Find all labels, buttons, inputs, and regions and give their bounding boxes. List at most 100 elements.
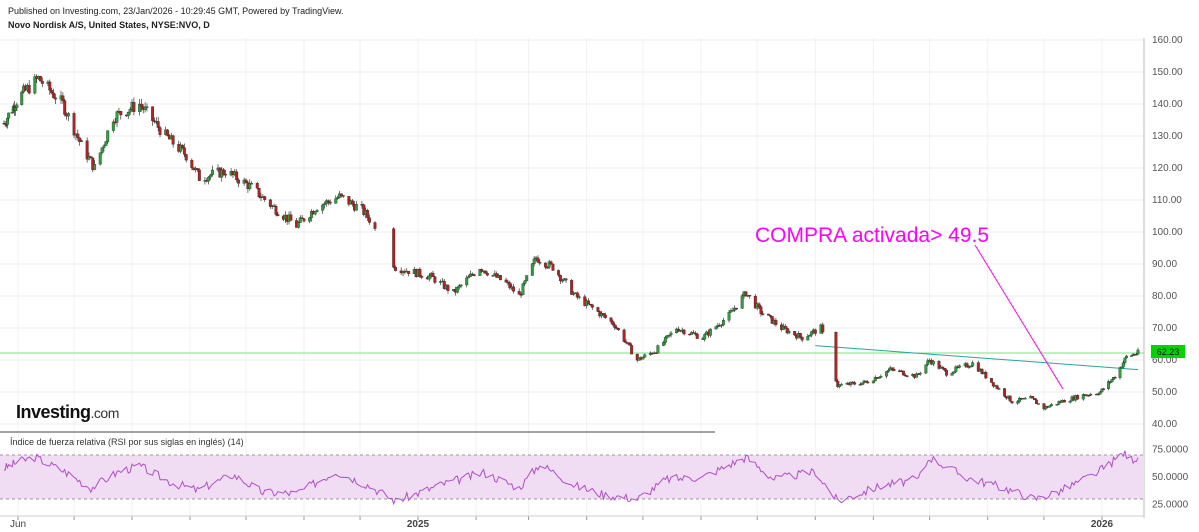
candle-body xyxy=(244,179,248,183)
candle-body xyxy=(33,76,37,94)
candle-body xyxy=(210,169,214,176)
candle-body xyxy=(367,217,371,223)
candle-body xyxy=(336,197,340,199)
candle-body xyxy=(615,327,619,329)
candle-body xyxy=(693,333,697,335)
candle-body xyxy=(1068,400,1072,403)
candle-body xyxy=(1018,397,1021,402)
candle-body xyxy=(1031,396,1035,399)
candle-body xyxy=(849,381,853,386)
candle-body xyxy=(338,193,341,198)
candle-body xyxy=(761,313,765,315)
candle-body xyxy=(558,275,562,282)
candle-body xyxy=(753,295,757,309)
candle-body xyxy=(268,199,272,207)
candle-body xyxy=(590,304,594,308)
candle-body xyxy=(499,275,502,281)
candle-body xyxy=(15,104,19,108)
candle-body xyxy=(560,280,564,282)
candle-body xyxy=(459,284,463,287)
candle-body xyxy=(1100,388,1104,393)
candle-body xyxy=(628,342,632,346)
price-tick-label: 110.00 xyxy=(1152,195,1182,206)
candle-body xyxy=(517,291,521,295)
candle-body xyxy=(1081,394,1085,400)
candle-body xyxy=(785,327,789,334)
candle-body xyxy=(1087,394,1091,397)
candle-body xyxy=(1063,400,1066,403)
candle-body xyxy=(504,279,508,283)
candle-body xyxy=(1055,403,1059,406)
candle-body xyxy=(611,321,615,325)
candle-body xyxy=(334,198,338,204)
candle-body xyxy=(50,90,54,94)
candle-body xyxy=(1096,393,1100,396)
candle-body xyxy=(455,286,459,293)
candle-body xyxy=(1113,377,1117,379)
candle-body xyxy=(433,276,437,283)
candle-body xyxy=(976,362,980,372)
published-line: Published on Investing.com, 23/Jan/2026 … xyxy=(8,6,344,16)
candle-body xyxy=(915,373,918,378)
candle-body xyxy=(766,313,770,316)
candle-body xyxy=(366,210,369,218)
candle-body xyxy=(1102,388,1106,390)
symbol-line: Novo Nordisk A/S, United States, NYSE:NV… xyxy=(8,20,210,30)
candle-body xyxy=(98,152,102,165)
candle-body xyxy=(1120,366,1124,369)
candle-body xyxy=(587,300,590,305)
candle-body xyxy=(469,273,472,277)
candle-body xyxy=(328,201,332,204)
candle-body xyxy=(308,217,312,222)
candle-body xyxy=(222,169,226,175)
candle-body xyxy=(879,376,883,378)
candle-body xyxy=(905,375,909,377)
candle-body xyxy=(714,326,718,330)
candle-body xyxy=(442,280,446,289)
candle-body xyxy=(1121,362,1125,368)
candle-body xyxy=(793,331,797,336)
candle-body xyxy=(720,324,724,327)
candle-body xyxy=(937,360,941,369)
annotation-text: COMPRA activada> 49.5 xyxy=(755,224,989,247)
candles xyxy=(2,73,1140,411)
candle-body xyxy=(834,331,838,382)
candle-body xyxy=(132,102,136,112)
candle-body xyxy=(89,156,93,158)
candle-body xyxy=(128,109,132,113)
price-tick-label: 60.00 xyxy=(1152,355,1177,366)
candle-body xyxy=(1048,405,1051,408)
candle-body xyxy=(139,103,143,107)
candle-body xyxy=(740,295,744,309)
candle-body xyxy=(182,147,186,155)
candle-body xyxy=(798,333,802,338)
candle-body xyxy=(703,334,707,340)
candle-body xyxy=(48,81,52,91)
candle-body xyxy=(276,214,280,217)
price-tick-label: 150.00 xyxy=(1152,67,1183,78)
candle-body xyxy=(532,258,536,264)
candle-body xyxy=(420,275,424,278)
candle-body xyxy=(635,353,639,361)
candle-body xyxy=(91,157,95,170)
candle-body xyxy=(512,286,516,292)
candle-body xyxy=(729,310,733,313)
candle-body xyxy=(237,179,241,184)
candle-body xyxy=(543,262,547,268)
candle-body xyxy=(341,195,345,197)
candle-body xyxy=(484,270,487,274)
candle-body xyxy=(984,372,988,379)
candle-body xyxy=(663,336,667,343)
candle-body xyxy=(339,193,343,196)
candle-body xyxy=(274,206,278,215)
candle-body xyxy=(508,282,512,289)
candle-body xyxy=(641,357,645,360)
candle-body xyxy=(1076,395,1080,400)
candle-body xyxy=(263,196,267,200)
candle-body xyxy=(564,278,568,281)
candle-body xyxy=(669,332,673,336)
candle-body xyxy=(821,324,825,333)
candle-body xyxy=(924,364,928,374)
candle-body xyxy=(298,217,302,223)
